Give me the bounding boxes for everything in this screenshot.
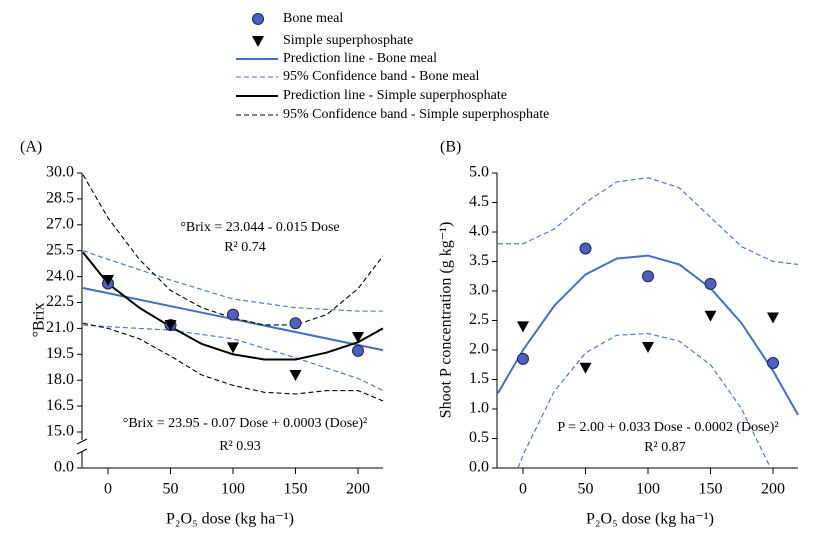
x-axis-title: P₂O₅ dose (kg ha⁻¹) xyxy=(166,511,294,528)
x-tick-label: 100 xyxy=(221,481,245,498)
annotation: P = 2.00 + 0.033 Dose - 0.0002 (Dose)² xyxy=(557,420,778,435)
x-tick-label: 100 xyxy=(636,481,660,498)
y-tick-label: 19.5 xyxy=(46,345,74,362)
y-tick-label: 2.5 xyxy=(469,311,489,328)
annotation: R² 0.87 xyxy=(644,440,686,455)
point xyxy=(704,310,717,322)
point xyxy=(289,370,302,382)
confidence-band xyxy=(82,174,384,402)
point xyxy=(102,275,114,287)
prediction-line xyxy=(497,254,799,416)
point xyxy=(579,362,592,374)
legend-label: Prediction line - Simple superphosphate xyxy=(283,88,507,103)
legend-label: 95% Confidence band - Simple superphosph… xyxy=(283,107,549,122)
y-tick-label: 18.0 xyxy=(46,371,74,388)
legend-swatch xyxy=(252,13,264,25)
point xyxy=(352,344,364,357)
point xyxy=(227,342,239,354)
y-axis-title: °Brix xyxy=(31,303,48,338)
panel-label: (B) xyxy=(440,139,461,156)
y-tick-label: 4.5 xyxy=(469,193,489,210)
prediction-line xyxy=(82,251,384,361)
point xyxy=(767,312,779,324)
annotation: °Brix = 23.044 - 0.015 Dose xyxy=(180,220,339,235)
confidence-band xyxy=(82,250,384,392)
y-tick-label: 3.5 xyxy=(469,252,489,269)
point xyxy=(704,277,717,290)
y-tick-label: 1.5 xyxy=(469,370,489,387)
x-tick-label: 150 xyxy=(699,481,723,498)
point xyxy=(164,319,177,331)
point xyxy=(289,317,302,330)
y-tick-label: 30.0 xyxy=(46,164,74,181)
legend-label: Bone meal xyxy=(283,11,343,26)
y-tick-label: 0.0 xyxy=(54,459,74,476)
confidence-band xyxy=(498,177,799,469)
y-tick-label: 4.0 xyxy=(469,223,489,240)
point xyxy=(642,342,654,354)
panel-label: (A) xyxy=(20,139,42,156)
y-tick-label: 2.0 xyxy=(469,341,489,358)
x-tick-label: 0 xyxy=(519,481,527,498)
annotation: R² 0.74 xyxy=(224,240,266,255)
y-tick-label: 22.5 xyxy=(46,293,74,310)
point xyxy=(517,352,529,365)
point xyxy=(767,356,779,369)
y-tick-label: 28.5 xyxy=(46,190,74,207)
legend-label: Prediction line - Bone meal xyxy=(283,51,437,66)
y-axis-title: Shoot P concentration (g kg⁻¹) xyxy=(438,222,455,419)
x-tick-label: 50 xyxy=(163,481,179,498)
y-tick-label: 21.0 xyxy=(46,319,74,336)
point xyxy=(227,308,239,321)
y-tick-label: 0.5 xyxy=(469,429,489,446)
axis-break xyxy=(76,438,88,455)
y-tick-label: 25.5 xyxy=(46,241,74,258)
x-tick-label: 0 xyxy=(104,481,112,498)
x-axis-title: P₂O₅ dose (kg ha⁻¹) xyxy=(586,511,714,528)
legend-swatch xyxy=(252,36,264,47)
x-tick-label: 200 xyxy=(761,481,785,498)
legend-label: Simple superphosphate xyxy=(283,33,413,48)
annotation: °Brix = 23.95 - 0.07 Dose + 0.0003 (Dose… xyxy=(123,416,368,431)
point xyxy=(642,270,654,283)
y-tick-label: 1.0 xyxy=(469,400,489,417)
y-tick-label: 5.0 xyxy=(469,164,489,181)
point xyxy=(579,242,592,255)
y-tick-label: 3.0 xyxy=(469,282,489,299)
y-tick-label: 16.5 xyxy=(46,397,74,414)
y-tick-label: 15.0 xyxy=(46,423,74,440)
y-tick-label: 24.0 xyxy=(46,267,74,284)
point xyxy=(352,332,364,344)
point xyxy=(517,321,529,333)
y-tick-label: 0.0 xyxy=(469,459,489,476)
y-tick-label: 27.0 xyxy=(46,215,74,232)
x-tick-label: 200 xyxy=(346,481,370,498)
x-tick-label: 150 xyxy=(284,481,308,498)
annotation: R² 0.93 xyxy=(219,439,261,454)
x-tick-label: 50 xyxy=(578,481,594,498)
legend-label: 95% Confidence band - Bone meal xyxy=(283,69,479,84)
